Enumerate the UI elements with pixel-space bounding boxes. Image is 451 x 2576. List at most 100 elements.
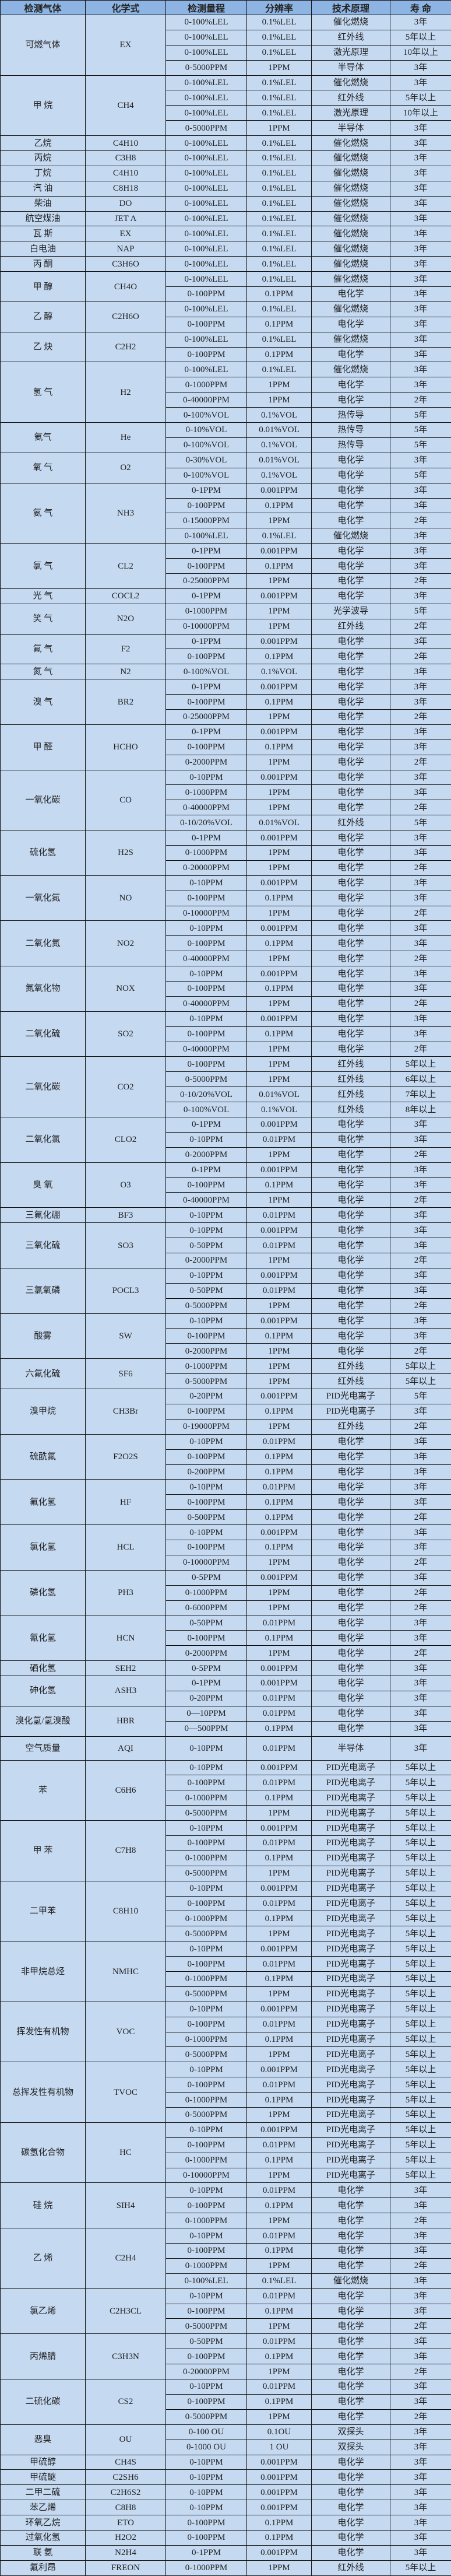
lifespan-cell: 3年 xyxy=(390,1464,451,1480)
technology-cell: 电化学 xyxy=(312,891,390,906)
range-cell: 0-5000PPM xyxy=(166,2319,247,2334)
resolution-cell: 0.001PPM xyxy=(247,875,312,891)
formula-cell: ETO xyxy=(86,2515,166,2531)
resolution-cell: 1PPM xyxy=(247,1986,312,2002)
technology-cell: 电化学 xyxy=(312,1464,390,1480)
gas-name-cell: 丙烷 xyxy=(1,151,86,166)
formula-cell: HCHO xyxy=(86,724,166,770)
resolution-cell: 0.01%VOL xyxy=(247,423,312,438)
lifespan-cell: 5年以上 xyxy=(390,1881,451,1896)
resolution-cell: 1PPM xyxy=(247,2258,312,2273)
range-cell: 0-100PPM xyxy=(166,1495,247,1510)
lifespan-cell: 3年 xyxy=(390,724,451,739)
formula-cell: SEH2 xyxy=(86,1661,166,1676)
resolution-cell: 0.01PPM xyxy=(247,1480,312,1495)
lifespan-cell: 3年 xyxy=(390,982,451,997)
resolution-cell: 0.001PPM xyxy=(247,2545,312,2560)
range-cell: 0-25000PPM xyxy=(166,573,247,588)
range-cell: 0-100PPM xyxy=(166,2077,247,2093)
lifespan-cell: 3年 xyxy=(390,845,451,860)
range-cell: 0-100%LEL xyxy=(166,136,247,151)
technology-cell: PID光电离子 xyxy=(312,2137,390,2153)
gas-name-cell: 乙 烯 xyxy=(1,2228,86,2289)
lifespan-cell: 5年以上 xyxy=(390,2093,451,2108)
resolution-cell: 1PPM xyxy=(247,1042,312,1057)
formula-cell: CO xyxy=(86,770,166,830)
resolution-cell: 0.1PPM xyxy=(247,559,312,574)
resolution-cell: 0.1PPM xyxy=(247,1790,312,1806)
gas-name-cell: 恶臭 xyxy=(1,2424,86,2455)
range-cell: 0-100PPM xyxy=(166,739,247,755)
range-cell: 0-100%LEL xyxy=(166,272,247,287)
range-cell: 0-1PPM xyxy=(166,1676,247,1691)
lifespan-cell: 3年 xyxy=(390,226,451,241)
lifespan-cell: 2年 xyxy=(390,1585,451,1600)
resolution-cell: 1PPM xyxy=(247,2560,312,2575)
lifespan-cell: 3年 xyxy=(390,1268,451,1283)
technology-cell: 电化学 xyxy=(312,1555,390,1570)
header-row: 检测气体 化学式 检测量程 分辨率 技术原理 寿 命 xyxy=(1,1,451,15)
lifespan-cell: 3年 xyxy=(390,2304,451,2319)
technology-cell: 电化学 xyxy=(312,1661,390,1676)
range-cell: 0-50PPM xyxy=(166,2334,247,2349)
range-cell: 0-1PPM xyxy=(166,634,247,649)
range-cell: 0-10/20%VOL xyxy=(166,1087,247,1102)
formula-cell: NAP xyxy=(86,241,166,257)
range-cell: 0-5000PPM xyxy=(166,60,247,75)
technology-cell: 热传导 xyxy=(312,408,390,423)
formula-cell: CO2 xyxy=(86,1057,166,1117)
resolution-cell: 1PPM xyxy=(247,785,312,800)
technology-cell: PID光电离子 xyxy=(312,1866,390,1881)
range-cell: 0-10PPM xyxy=(166,2183,247,2198)
technology-cell: 电化学 xyxy=(312,544,390,559)
range-cell: 0-2000PPM xyxy=(166,1646,247,1661)
technology-cell: PID光电离子 xyxy=(312,2108,390,2123)
technology-cell: PID光电离子 xyxy=(312,2047,390,2062)
lifespan-cell: 3年 xyxy=(390,1631,451,1646)
formula-cell: He xyxy=(86,423,166,453)
lifespan-cell: 3年 xyxy=(390,830,451,846)
resolution-cell: 0.1%LEL xyxy=(247,302,312,317)
lifespan-cell: 3年 xyxy=(390,1480,451,1495)
lifespan-cell: 3年 xyxy=(390,2470,451,2485)
lifespan-cell: 3年 xyxy=(390,2273,451,2288)
technology-cell: 电化学 xyxy=(312,649,390,664)
technology-cell: 电化学 xyxy=(312,1721,390,1736)
lifespan-cell: 2年 xyxy=(390,906,451,921)
range-cell: 0-6000PPM xyxy=(166,1600,247,1615)
resolution-cell: 0.1PPM xyxy=(247,2153,312,2168)
lifespan-cell: 3年 xyxy=(390,921,451,936)
formula-cell: SO3 xyxy=(86,1223,166,1268)
range-cell: 0-100PPM xyxy=(166,1896,247,1911)
technology-cell: 激光原理 xyxy=(312,106,390,121)
resolution-cell: 0.001PPM xyxy=(247,921,312,936)
lifespan-cell: 3年 xyxy=(390,1495,451,1510)
technology-cell: 电化学 xyxy=(312,966,390,982)
resolution-cell: 0.001PPM xyxy=(247,1389,312,1404)
lifespan-cell: 3年 xyxy=(390,1208,451,1223)
range-cell: 0-100%LEL xyxy=(166,166,247,181)
lifespan-cell: 2年 xyxy=(390,1147,451,1162)
formula-cell: CS2 xyxy=(86,2379,166,2425)
lifespan-cell: 5年以上 xyxy=(390,1790,451,1806)
lifespan-cell: 5年以上 xyxy=(390,1806,451,1821)
lifespan-cell: 3年 xyxy=(390,2394,451,2409)
gas-name-cell: 砷化氢 xyxy=(1,1676,86,1706)
formula-cell: SIH4 xyxy=(86,2183,166,2228)
lifespan-cell: 2年 xyxy=(390,755,451,770)
technology-cell: 电化学 xyxy=(312,2304,390,2319)
technology-cell: 电化学 xyxy=(312,2379,390,2395)
technology-cell: 电化学 xyxy=(312,377,390,392)
lifespan-cell: 3年 xyxy=(390,1706,451,1721)
lifespan-cell: 2年 xyxy=(390,392,451,408)
gas-name-cell: 硒化氢 xyxy=(1,1661,86,1676)
resolution-cell: 0.01PPM xyxy=(247,1736,312,1760)
range-cell: 0-10PPM xyxy=(166,1132,247,1147)
resolution-cell: 1PPM xyxy=(247,1147,312,1162)
